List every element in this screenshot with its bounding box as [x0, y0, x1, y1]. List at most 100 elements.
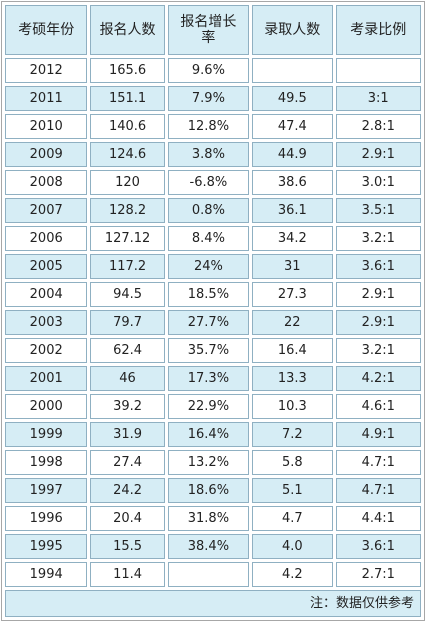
table-row: 2011 151.1 7.9% 49.5 3:1: [5, 86, 421, 111]
cell-admitted: 34.2: [252, 226, 333, 251]
cell-year: 1994: [5, 562, 88, 587]
cell-growth-rate: 16.4%: [167, 422, 250, 447]
table-row: 1998 27.4 13.2% 5.8 4.7:1: [5, 450, 421, 475]
cell-growth-rate: 12.8%: [167, 114, 250, 139]
table-row: 2012 165.6 9.6%: [5, 58, 421, 83]
cell-applicants: 27.4: [90, 450, 165, 475]
cell-admitted: 4.2: [252, 562, 333, 587]
cell-year: 2002: [5, 338, 88, 363]
header-ratio: 考录比例: [335, 5, 421, 55]
table-row: 2005 117.2 24% 31 3.6:1: [5, 254, 421, 279]
cell-year: 2007: [5, 198, 88, 223]
table-row: 2003 79.7 27.7% 22 2.9:1: [5, 310, 421, 335]
cell-applicants: 124.6: [90, 142, 165, 167]
cell-ratio: 3.6:1: [335, 534, 421, 559]
cell-growth-rate: 24%: [167, 254, 250, 279]
cell-ratio: 3.6:1: [335, 254, 421, 279]
cell-applicants: 11.4: [90, 562, 165, 587]
cell-applicants: 140.6: [90, 114, 165, 139]
table-row: 2009 124.6 3.8% 44.9 2.9:1: [5, 142, 421, 167]
cell-admitted: 16.4: [252, 338, 333, 363]
cell-year: 2001: [5, 366, 88, 391]
cell-growth-rate: 17.3%: [167, 366, 250, 391]
cell-ratio: 2.8:1: [335, 114, 421, 139]
cell-applicants: 24.2: [90, 478, 165, 503]
cell-growth-rate: 38.4%: [167, 534, 250, 559]
table-body: 2012 165.6 9.6% 2011 151.1 7.9% 49.5 3:1 2010 140…: [5, 58, 421, 587]
cell-applicants: 31.9: [90, 422, 165, 447]
header-year: 考硕年份: [5, 5, 88, 55]
cell-admitted: 22: [252, 310, 333, 335]
table-row: 2002 62.4 35.7% 16.4 3.2:1: [5, 338, 421, 363]
cell-year: 1995: [5, 534, 88, 559]
cell-year: 1996: [5, 506, 88, 531]
cell-admitted: 36.1: [252, 198, 333, 223]
cell-admitted: 27.3: [252, 282, 333, 307]
cell-applicants: 120: [90, 170, 165, 195]
cell-admitted: 13.3: [252, 366, 333, 391]
cell-year: 2012: [5, 58, 88, 83]
cell-ratio: 3.2:1: [335, 338, 421, 363]
cell-growth-rate: 35.7%: [167, 338, 250, 363]
cell-ratio: 3:1: [335, 86, 421, 111]
header-growth-rate: 报名增长 率: [167, 5, 250, 55]
cell-ratio: 2.9:1: [335, 282, 421, 307]
cell-growth-rate: 3.8%: [167, 142, 250, 167]
cell-ratio: 4.2:1: [335, 366, 421, 391]
cell-admitted: 31: [252, 254, 333, 279]
cell-growth-rate: 8.4%: [167, 226, 250, 251]
cell-applicants: 128.2: [90, 198, 165, 223]
cell-applicants: 20.4: [90, 506, 165, 531]
cell-admitted: [252, 58, 333, 83]
table-row: 1999 31.9 16.4% 7.2 4.9:1: [5, 422, 421, 447]
cell-admitted: 44.9: [252, 142, 333, 167]
cell-admitted: 47.4: [252, 114, 333, 139]
cell-admitted: 7.2: [252, 422, 333, 447]
cell-year: 1998: [5, 450, 88, 475]
cell-ratio: [335, 58, 421, 83]
cell-ratio: 4.6:1: [335, 394, 421, 419]
cell-growth-rate: 0.8%: [167, 198, 250, 223]
cell-applicants: 46: [90, 366, 165, 391]
header-admitted: 录取人数: [252, 5, 333, 55]
cell-year: 1997: [5, 478, 88, 503]
cell-ratio: 3.5:1: [335, 198, 421, 223]
cell-growth-rate: 18.5%: [167, 282, 250, 307]
cell-year: 2009: [5, 142, 88, 167]
footnote: 注：数据仅供参考: [5, 590, 421, 617]
cell-year: 2011: [5, 86, 88, 111]
cell-year: 2005: [5, 254, 88, 279]
table-row: 2008 120 -6.8% 38.6 3.0:1: [5, 170, 421, 195]
cell-growth-rate: -6.8%: [167, 170, 250, 195]
cell-growth-rate: [167, 562, 250, 587]
cell-ratio: 2.7:1: [335, 562, 421, 587]
cell-admitted: 49.5: [252, 86, 333, 111]
cell-year: 2010: [5, 114, 88, 139]
table-row: 2000 39.2 22.9% 10.3 4.6:1: [5, 394, 421, 419]
cell-admitted: 5.1: [252, 478, 333, 503]
cell-growth-rate: 13.2%: [167, 450, 250, 475]
cell-growth-rate: 7.9%: [167, 86, 250, 111]
cell-admitted: 4.7: [252, 506, 333, 531]
cell-applicants: 151.1: [90, 86, 165, 111]
cell-applicants: 94.5: [90, 282, 165, 307]
cell-growth-rate: 9.6%: [167, 58, 250, 83]
cell-year: 1999: [5, 422, 88, 447]
cell-applicants: 165.6: [90, 58, 165, 83]
cell-applicants: 39.2: [90, 394, 165, 419]
table-row: 2001 46 17.3% 13.3 4.2:1: [5, 366, 421, 391]
table-footer: 注：数据仅供参考: [5, 590, 421, 617]
header-row: 考硕年份 报名人数 报名增长 率 录取人数 考录比例: [5, 5, 421, 55]
cell-admitted: 5.8: [252, 450, 333, 475]
cell-admitted: 4.0: [252, 534, 333, 559]
table-row: 1997 24.2 18.6% 5.1 4.7:1: [5, 478, 421, 503]
cell-year: 2004: [5, 282, 88, 307]
table-header: 考硕年份 报名人数 报名增长 率 录取人数 考录比例: [5, 5, 421, 55]
cell-growth-rate: 22.9%: [167, 394, 250, 419]
cell-applicants: 79.7: [90, 310, 165, 335]
table-row: 1995 15.5 38.4% 4.0 3.6:1: [5, 534, 421, 559]
cell-admitted: 38.6: [252, 170, 333, 195]
cell-ratio: 3.2:1: [335, 226, 421, 251]
